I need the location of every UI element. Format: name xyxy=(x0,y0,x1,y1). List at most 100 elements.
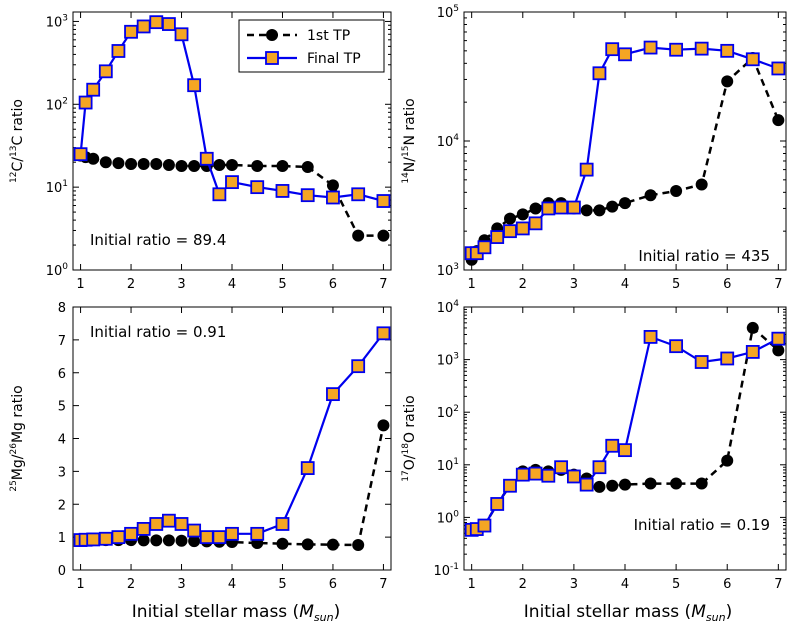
y-tick-label: 2 xyxy=(58,498,66,513)
point-final-tp xyxy=(745,345,760,359)
point-1st-tp xyxy=(529,202,542,215)
point-1st-tp xyxy=(377,419,390,432)
point-final-tp xyxy=(643,40,658,55)
point-final-tp xyxy=(503,478,517,493)
point-1st-tp xyxy=(125,158,138,171)
point-1st-tp xyxy=(593,480,606,493)
point-final-tp xyxy=(515,467,530,482)
point-1st-tp xyxy=(188,535,201,548)
point-final-tp xyxy=(98,64,113,79)
point-final-tp xyxy=(771,331,786,346)
y-tick-label: 3 xyxy=(58,465,66,480)
point-final-tp xyxy=(592,460,607,475)
x-tick-label: 6 xyxy=(329,277,337,292)
point-final-tp xyxy=(490,230,505,244)
x-tick-label: 1 xyxy=(468,577,476,592)
y-tick-label: 7 xyxy=(58,334,66,349)
point-final-tp xyxy=(149,517,164,531)
point-final-tp xyxy=(212,530,227,545)
point-final-tp xyxy=(199,151,214,166)
point-final-tp xyxy=(566,469,581,484)
plot-frame xyxy=(463,11,787,271)
y-axis-label: 17O/18O ratio xyxy=(401,395,418,481)
x-tick-label: 7 xyxy=(379,277,387,292)
point-1st-tp xyxy=(352,229,365,242)
point-final-tp xyxy=(300,461,315,475)
x-tick-label: 5 xyxy=(278,577,286,592)
y-tick-label: 102 xyxy=(46,96,68,113)
x-tick-label: 6 xyxy=(723,277,731,292)
point-1st-tp xyxy=(606,479,619,492)
point-final-tp xyxy=(174,27,189,42)
y-tick-label: 100 xyxy=(46,262,69,279)
legend-marker-final-tp xyxy=(265,51,279,65)
point-final-tp xyxy=(111,44,126,58)
x-tick-label: 3 xyxy=(570,277,578,292)
point-final-tp xyxy=(554,460,569,475)
point-final-tp xyxy=(490,497,505,511)
point-final-tp xyxy=(162,17,176,31)
x-tick-label: 3 xyxy=(177,277,185,292)
point-1st-tp xyxy=(301,161,314,174)
y-tick-label: 1 xyxy=(58,531,66,546)
point-1st-tp xyxy=(619,197,631,210)
point-1st-tp xyxy=(188,159,201,172)
x-axis-label-left: Initial stellar mass (Msun) xyxy=(132,602,340,624)
x-tick-label: 1 xyxy=(468,277,476,292)
plot-frame xyxy=(72,306,392,571)
point-final-tp xyxy=(503,224,517,239)
y-tick-label: 0 xyxy=(58,564,66,579)
x-tick-label: 4 xyxy=(621,277,629,292)
point-final-tp xyxy=(73,147,88,162)
point-1st-tp xyxy=(150,534,163,547)
point-final-tp xyxy=(376,194,391,208)
point-final-tp xyxy=(225,175,239,190)
point-1st-tp xyxy=(326,179,339,192)
x-tick-label: 5 xyxy=(672,277,680,292)
x-tick-label: 7 xyxy=(774,577,782,592)
point-1st-tp xyxy=(87,152,100,165)
point-final-tp xyxy=(579,162,594,177)
point-final-tp xyxy=(669,339,684,354)
y-tick-label: 105 xyxy=(437,4,459,21)
point-final-tp xyxy=(579,477,594,492)
initial-ratio-annotation: Initial ratio = 0.19 xyxy=(634,516,770,534)
point-final-tp xyxy=(149,15,164,30)
x-tick-label: 6 xyxy=(329,577,337,592)
y-tick-label: 103 xyxy=(46,13,68,30)
point-final-tp xyxy=(326,387,340,402)
point-1st-tp xyxy=(606,200,619,213)
y-axis-label: 25Mg/26Mg ratio xyxy=(9,385,26,491)
point-final-tp xyxy=(351,359,366,374)
point-1st-tp xyxy=(352,539,365,552)
point-final-tp xyxy=(111,530,126,545)
point-1st-tp xyxy=(504,212,516,225)
point-1st-tp xyxy=(593,204,606,217)
series-line-final-tp xyxy=(80,332,385,542)
y-tick-label: 102 xyxy=(437,404,459,421)
point-1st-tp xyxy=(301,538,314,551)
x-tick-label: 6 xyxy=(723,577,731,592)
point-1st-tp xyxy=(670,477,683,490)
panel-2: 1 2 3 4 5 6 7 103 104 105 Initial ratio = 435 14N/1… xyxy=(401,4,787,292)
point-1st-tp xyxy=(695,477,708,490)
point-1st-tp xyxy=(670,184,683,197)
y-tick-label: 103 xyxy=(437,262,459,279)
point-final-tp xyxy=(618,47,632,62)
point-1st-tp xyxy=(251,159,264,172)
point-final-tp xyxy=(86,82,101,97)
x-tick-label: 4 xyxy=(228,277,236,292)
point-final-tp xyxy=(225,526,239,541)
point-1st-tp xyxy=(644,477,657,490)
point-final-tp xyxy=(212,187,227,202)
y-axis-label: 14N/15N ratio xyxy=(401,98,418,183)
point-1st-tp xyxy=(516,208,529,221)
point-final-tp xyxy=(554,200,569,215)
point-1st-tp xyxy=(772,344,785,357)
point-1st-tp xyxy=(99,156,112,169)
legend-label-final-tp: Final TP xyxy=(307,51,361,67)
point-final-tp xyxy=(669,42,684,57)
point-final-tp xyxy=(643,330,658,344)
initial-ratio-annotation: Initial ratio = 0.91 xyxy=(90,323,226,341)
